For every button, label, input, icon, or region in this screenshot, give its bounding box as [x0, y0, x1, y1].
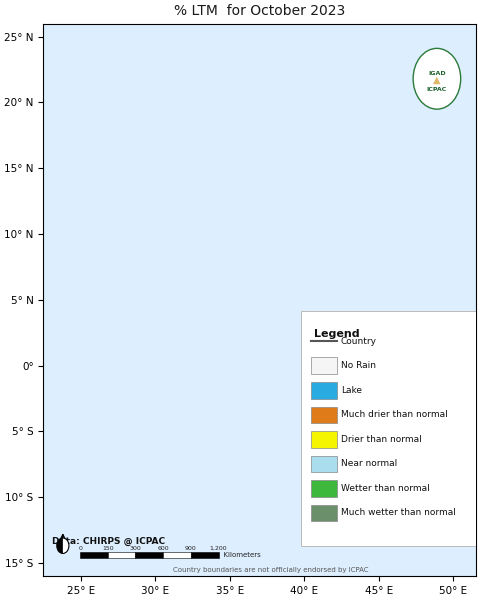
Text: 1,200: 1,200	[210, 546, 228, 551]
Circle shape	[413, 49, 461, 109]
Text: Much drier than normal: Much drier than normal	[341, 410, 448, 419]
Circle shape	[57, 538, 69, 553]
Text: 0: 0	[78, 546, 82, 551]
Text: Near normal: Near normal	[341, 460, 397, 469]
Text: ▲: ▲	[433, 75, 441, 85]
Bar	[108, 553, 135, 559]
Text: 600: 600	[157, 546, 169, 551]
Text: Wetter than normal: Wetter than normal	[341, 484, 430, 493]
Text: Country: Country	[341, 337, 377, 346]
Text: Legend: Legend	[313, 329, 360, 339]
Text: Drier than normal: Drier than normal	[341, 435, 421, 444]
Text: 900: 900	[185, 546, 197, 551]
Bar	[311, 358, 336, 374]
FancyBboxPatch shape	[300, 311, 476, 546]
Bar	[191, 553, 218, 559]
Text: 300: 300	[130, 546, 142, 551]
Text: IGAD: IGAD	[428, 71, 446, 76]
Wedge shape	[57, 538, 63, 553]
Bar	[135, 553, 163, 559]
Bar	[311, 431, 336, 448]
Title: % LTM  for October 2023: % LTM for October 2023	[174, 4, 345, 18]
Text: Much wetter than normal: Much wetter than normal	[341, 508, 456, 517]
Bar	[311, 505, 336, 521]
Bar	[163, 553, 191, 559]
Text: Kilometers: Kilometers	[218, 552, 260, 558]
Text: No Rain: No Rain	[341, 361, 376, 370]
Text: Data: CHIRPS @ ICPAC: Data: CHIRPS @ ICPAC	[52, 536, 165, 546]
Bar	[311, 407, 336, 423]
Text: Lake: Lake	[341, 386, 362, 395]
Bar	[311, 480, 336, 497]
Text: 150: 150	[102, 546, 114, 551]
Bar	[311, 382, 336, 398]
Text: ICPAC: ICPAC	[427, 88, 447, 92]
Bar	[311, 455, 336, 472]
Bar	[80, 553, 108, 559]
Text: Country boundaries are not officially endorsed by ICPAC: Country boundaries are not officially en…	[173, 568, 369, 574]
